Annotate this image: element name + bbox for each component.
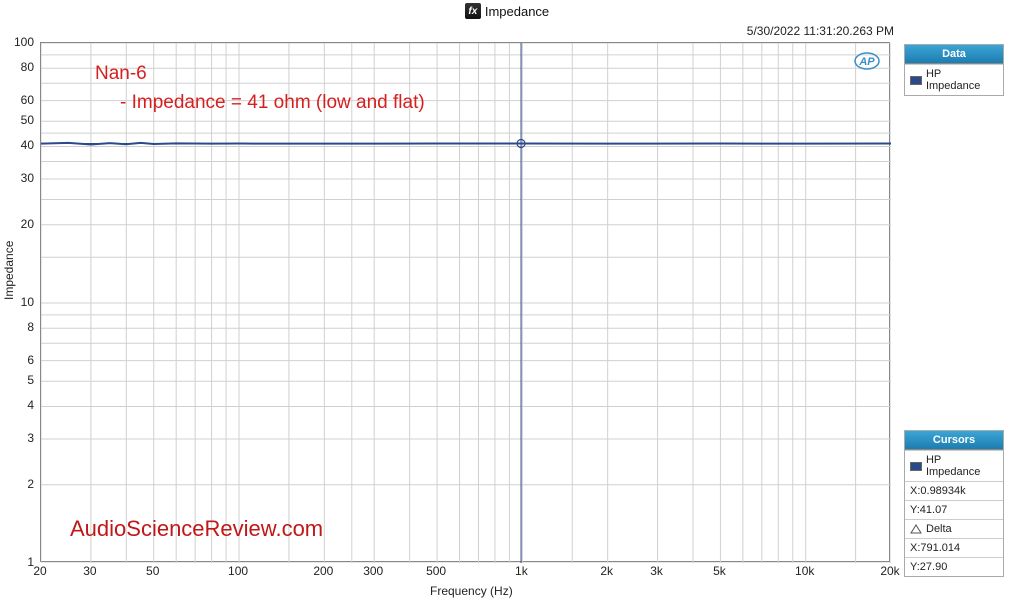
cursors-panel: Cursors HP Impedance X:0.98934k Y:41.07 … [904,430,1004,577]
x-tick-label: 200 [313,564,333,578]
x-axis-label: Frequency (Hz) [430,584,513,598]
y-tick-label: 3 [27,431,34,445]
cursors-panel-header: Cursors [905,431,1003,450]
y-tick-label: 8 [27,320,34,334]
x-tick-label: 300 [363,564,383,578]
x-tick-label: 30 [83,564,96,578]
legend-label: HP Impedance [926,68,998,92]
cursor-delta-row[interactable]: Delta [905,519,1003,538]
x-tick-label: 2k [600,564,613,578]
y-tick-label: 10 [21,295,34,309]
cursor-x-value: X:0.98934k [910,485,966,497]
y-tick-label: 6 [27,353,34,367]
cursor-series-row[interactable]: HP Impedance [905,450,1003,481]
cursor-delta-y-value: Y:27.90 [910,561,947,573]
x-tick-label: 20k [880,564,899,578]
x-tick-label: 500 [426,564,446,578]
y-tick-label: 100 [14,35,34,49]
cursor-delta-label: Delta [926,523,952,535]
svg-text:AP: AP [858,56,875,68]
fx-icon: fx [465,3,481,19]
y-tick-label: 2 [27,477,34,491]
timestamp: 5/30/2022 11:31:20.263 PM [747,24,894,38]
legend-item[interactable]: HP Impedance [905,64,1003,95]
data-panel: Data HP Impedance [904,44,1004,96]
annotation-detail: - Impedance = 41 ohm (low and flat) [120,92,425,114]
x-tick-labels: 2030501002003005001k2k3k5k10k20k [40,564,890,582]
cursor-x-row: X:0.98934k [905,481,1003,500]
legend-swatch [910,462,922,471]
y-tick-label: 5 [27,373,34,387]
y-tick-label: 80 [21,60,34,74]
data-panel-header: Data [905,45,1003,64]
y-tick-label: 60 [21,93,34,107]
cursor-y-value: Y:41.07 [910,504,947,516]
cursor-delta-x-value: X:791.014 [910,542,960,554]
annotation-title: Nan-6 [95,63,147,85]
y-tick-labels: 123456810203040506080100 [0,42,38,562]
ap-logo: AP [854,52,880,70]
x-tick-label: 5k [713,564,726,578]
chart-area[interactable] [40,42,890,562]
watermark-text: AudioScienceReview.com [70,516,323,542]
window-title: Impedance [485,4,549,19]
x-tick-label: 10k [795,564,814,578]
x-tick-label: 100 [228,564,248,578]
cursor-series-label: HP Impedance [926,454,998,478]
plot-svg [41,43,891,563]
x-tick-label: 50 [146,564,159,578]
cursor-delta-y-row: Y:27.90 [905,557,1003,576]
x-tick-label: 1k [515,564,528,578]
y-tick-label: 30 [21,171,34,185]
y-tick-label: 4 [27,398,34,412]
x-tick-label: 3k [650,564,663,578]
cursor-y-row: Y:41.07 [905,500,1003,519]
y-tick-label: 50 [21,113,34,127]
cursor-delta-x-row: X:791.014 [905,538,1003,557]
window-title-bar: fx Impedance [0,0,1014,22]
y-tick-label: 40 [21,138,34,152]
legend-swatch [910,76,922,85]
x-tick-label: 20 [33,564,46,578]
y-tick-label: 20 [21,217,34,231]
delta-icon [910,524,922,534]
